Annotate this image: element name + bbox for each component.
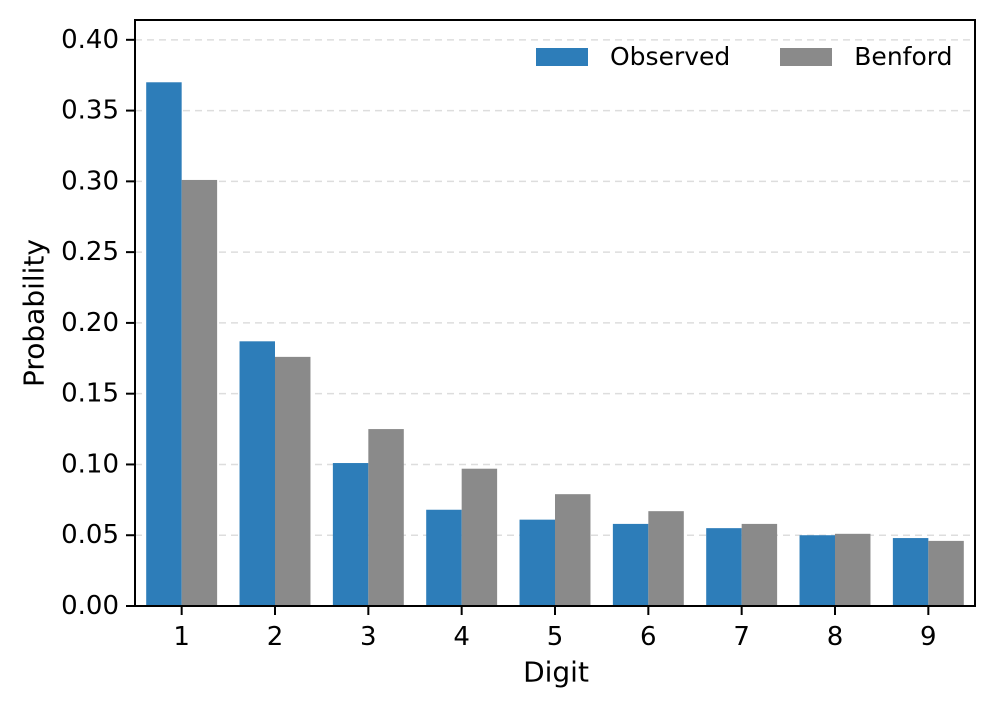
chart-legend: Observed Benford <box>536 44 952 69</box>
legend-label-benford: Benford <box>854 42 953 71</box>
x-tick-label: 4 <box>453 622 470 652</box>
bar-benford-digit-9 <box>928 540 964 606</box>
x-tick-label: 1 <box>173 622 190 652</box>
y-tick-label: 0.00 <box>61 591 119 621</box>
y-tick-label: 0.35 <box>61 96 119 126</box>
x-tick-label: 3 <box>360 622 377 652</box>
bar-observed-digit-3 <box>332 463 369 606</box>
bar-benford-digit-3 <box>368 429 404 606</box>
bar-observed-digit-7 <box>706 528 742 606</box>
x-tick-label: 8 <box>827 622 844 652</box>
bar-benford-digit-7 <box>741 523 778 606</box>
bar-benford-digit-2 <box>275 356 311 606</box>
y-tick-label: 0.30 <box>61 166 119 196</box>
x-tick-label: 9 <box>920 622 937 652</box>
bar-benford-digit-1 <box>181 179 218 607</box>
y-tick-label: 0.15 <box>61 379 119 409</box>
x-tick-label: 7 <box>733 622 750 652</box>
legend-item-benford: Benford <box>780 44 952 69</box>
y-tick-label: 0.05 <box>61 520 119 550</box>
x-tick-label: 5 <box>547 622 564 652</box>
legend-swatch-benford <box>780 47 833 66</box>
bar-benford-digit-4 <box>461 468 498 606</box>
y-tick-label: 0.20 <box>61 308 119 338</box>
x-tick-label: 2 <box>267 622 284 652</box>
bar-observed-digit-1 <box>146 82 182 606</box>
legend-swatch-observed <box>536 47 588 66</box>
bar-observed-digit-6 <box>612 523 649 606</box>
y-tick-label: 0.10 <box>61 449 119 479</box>
bar-benford-digit-8 <box>835 533 871 606</box>
bar-benford-digit-6 <box>648 511 684 606</box>
legend-item-observed: Observed <box>536 44 730 69</box>
bar-observed-digit-9 <box>892 538 929 606</box>
bar-observed-digit-8 <box>799 535 835 606</box>
bar-observed-digit-2 <box>239 341 275 606</box>
bar-observed-digit-4 <box>426 509 462 606</box>
bar-observed-digit-5 <box>519 519 555 606</box>
x-axis-label: Digit <box>523 655 589 689</box>
bar-benford-digit-5 <box>555 494 591 606</box>
x-tick-label: 6 <box>640 622 657 652</box>
y-axis-label: Probability <box>17 238 51 388</box>
y-tick-label: 0.40 <box>61 25 119 55</box>
legend-label-observed: Observed <box>610 42 731 71</box>
y-tick-label: 0.25 <box>61 237 119 267</box>
